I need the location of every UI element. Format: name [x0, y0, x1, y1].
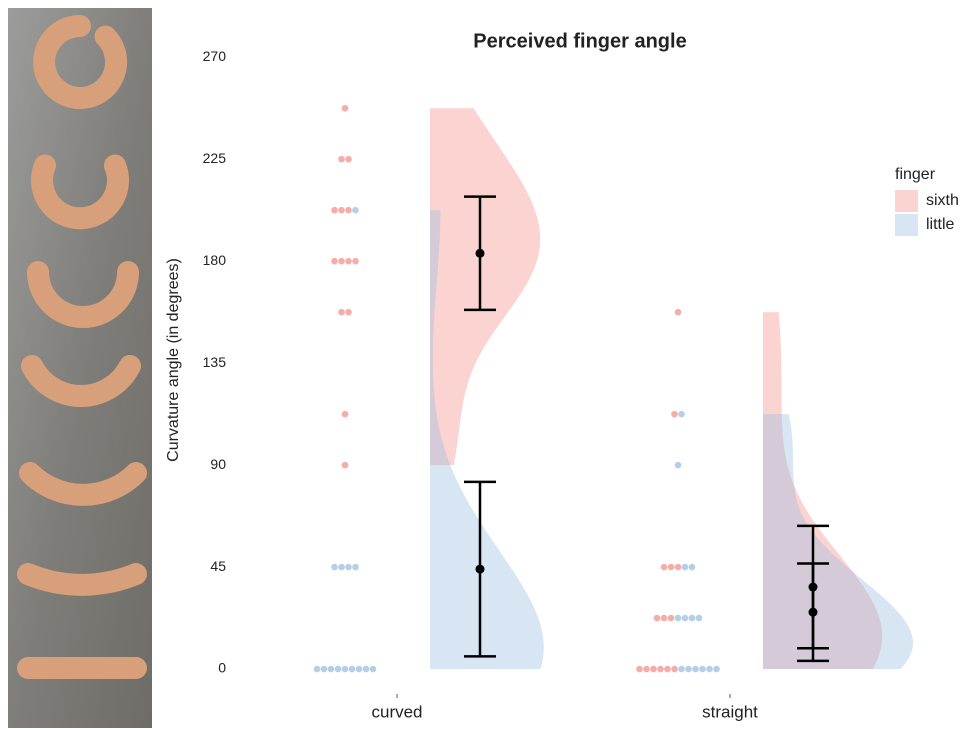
half-violin — [763, 414, 913, 669]
y-tick-label: 90 — [210, 456, 226, 472]
y-tick-label: 225 — [203, 150, 227, 166]
data-point — [675, 615, 682, 622]
data-point — [713, 666, 720, 673]
data-point — [643, 666, 650, 673]
data-point — [352, 258, 359, 265]
data-point — [352, 207, 359, 214]
data-point — [338, 258, 345, 265]
data-point — [699, 666, 706, 673]
y-tick-label: 45 — [210, 558, 226, 574]
chart-title: Perceived finger angle — [473, 30, 686, 52]
data-point — [338, 309, 345, 316]
data-point — [338, 156, 345, 163]
data-point — [331, 207, 338, 214]
data-point — [345, 156, 352, 163]
data-point — [328, 666, 335, 673]
data-point — [321, 666, 328, 673]
data-point — [650, 666, 657, 673]
finger-photo — [8, 8, 152, 728]
legend-label: little — [926, 216, 955, 233]
mean-point — [476, 565, 485, 574]
y-tick-label: 135 — [203, 354, 227, 370]
data-point — [689, 564, 696, 571]
data-point — [657, 666, 664, 673]
data-point — [345, 564, 352, 571]
y-tick-label: 270 — [203, 48, 227, 64]
data-point — [342, 666, 349, 673]
figure: Perceived finger angle Curvature angle (… — [0, 0, 969, 729]
x-tick-label: curved — [371, 702, 422, 721]
y-tick-label: 180 — [203, 252, 227, 268]
data-point — [342, 105, 349, 112]
mean-point — [476, 249, 485, 258]
data-point — [636, 666, 643, 673]
legend-label: sixth — [926, 192, 959, 209]
data-point — [338, 564, 345, 571]
data-point — [696, 615, 703, 622]
data-point — [692, 666, 699, 673]
legend-title: finger — [895, 166, 936, 183]
data-point — [661, 615, 668, 622]
mean-point — [809, 608, 818, 617]
data-point — [331, 258, 338, 265]
data-point — [345, 309, 352, 316]
data-point — [338, 207, 345, 214]
data-point — [654, 615, 661, 622]
data-point — [349, 666, 356, 673]
data-point — [678, 666, 685, 673]
data-point — [668, 564, 675, 571]
data-point — [671, 666, 678, 673]
data-point — [682, 564, 689, 571]
data-point — [345, 258, 352, 265]
legend-swatch — [895, 190, 918, 212]
data-point — [331, 564, 338, 571]
data-point — [356, 666, 363, 673]
data-point — [370, 666, 377, 673]
data-point — [685, 666, 692, 673]
data-point — [342, 411, 349, 418]
data-point — [661, 564, 668, 571]
data-point — [664, 666, 671, 673]
data-point — [352, 564, 359, 571]
data-point — [363, 666, 370, 673]
x-tick-label: straight — [702, 702, 758, 721]
data-point — [335, 666, 342, 673]
data-point — [682, 615, 689, 622]
data-point — [678, 411, 685, 418]
y-tick-label: 0 — [218, 660, 226, 676]
data-point — [668, 615, 675, 622]
data-point — [675, 564, 682, 571]
data-point — [342, 462, 349, 469]
data-point — [706, 666, 713, 673]
legend-swatch — [895, 214, 918, 236]
data-point — [345, 207, 352, 214]
data-point — [689, 615, 696, 622]
data-point — [675, 462, 682, 469]
data-point — [675, 309, 682, 316]
y-axis-title: Curvature angle (in degrees) — [165, 258, 182, 462]
data-point — [671, 411, 678, 418]
data-point — [314, 666, 321, 673]
half-violin — [430, 108, 540, 465]
